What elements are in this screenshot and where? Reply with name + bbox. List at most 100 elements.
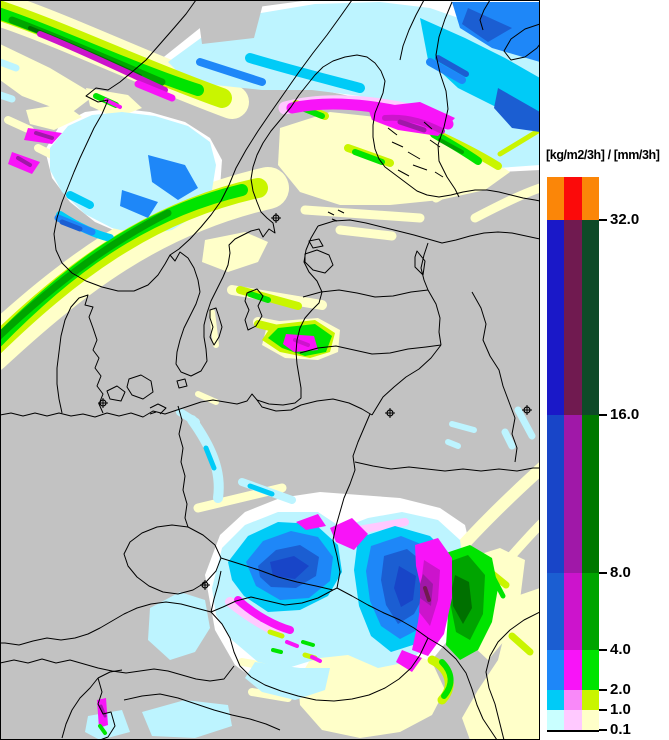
border-white-sea-coast: [479, 0, 540, 61]
precip-region-nsweden-blue-streaks: [196, 58, 466, 86]
border-estonia-baltic-german-coast: [0, 219, 540, 418]
legend-color-cell: [564, 573, 582, 650]
legend-color-cell: [547, 690, 565, 710]
legend-tick-label: 0.1: [610, 721, 631, 738]
border-latvia-russia-border: [427, 289, 442, 346]
border-aland-islands: [327, 209, 345, 222]
border-estonia-latvia-border: [302, 289, 429, 298]
precipitation-map: [0, 0, 540, 740]
legend-color-cell: [564, 690, 582, 710]
precip-region-oland-yellow: [209, 309, 219, 348]
precip-region-estonia-yellowgreen: [497, 128, 540, 157]
precip-region-ssystem-mid-magenta: [296, 514, 368, 550]
precip-region-hungary-magenta-specks: [260, 618, 322, 663]
border-hungary-south-border: [210, 611, 429, 702]
precip-region-trondheim-magenta-dash: [104, 98, 122, 109]
legend-color-cell: [547, 710, 565, 730]
precip-region-belarus-cyan: [445, 421, 477, 449]
legend-color-cell: [547, 573, 565, 650]
border-denmark-funen: [106, 385, 126, 402]
border-sweden-finland-border: [399, 0, 425, 61]
legend-row-5: [547, 690, 599, 710]
precip-region-right-south-yellow: [462, 588, 540, 740]
border-saaremaa: [304, 238, 334, 274]
precip-region-leftlobe-pink: [225, 597, 283, 637]
border-sweden-finland-coast: [175, 54, 540, 377]
border-norway-sweden-border: [169, 0, 353, 256]
legend-color-cell: [564, 220, 582, 415]
city-marker-east-cross: [522, 405, 532, 415]
precip-region-norway-dkblue-dash: [59, 219, 83, 232]
precip-region-poland-cyan-streak: [187, 415, 224, 503]
precip-region-rightlobe-pink: [354, 518, 409, 534]
legend-color-cell: [547, 650, 565, 690]
border-ukraine-hungary-romania-border: [336, 587, 498, 740]
border-romania-borders: [485, 611, 540, 740]
legend-tick-label: 4.0: [610, 641, 631, 658]
city-marker-minsk-cross: [385, 408, 395, 418]
border-oland: [209, 307, 223, 346]
city-marker-stockholm-cross: [271, 213, 281, 223]
precip-region-finland-magenta-core: [382, 114, 445, 134]
legend-color-cell: [581, 177, 599, 220]
border-belarus-russia-border: [471, 291, 518, 463]
legend-tick: [599, 709, 607, 711]
border-lithuania-belarus-border: [371, 344, 442, 416]
border-rugen-coast: [149, 403, 167, 415]
legend-color-cell: [547, 415, 565, 573]
precip-region-hungary-green-dashes: [271, 640, 315, 654]
border-denmark-jutland: [56, 294, 104, 414]
border-poland-east-border: [332, 413, 371, 541]
legend-tick: [599, 219, 607, 221]
precip-region-poland-coast-yellow: [195, 391, 219, 405]
legend-color-cell: [581, 415, 599, 573]
legend-tick: [599, 414, 607, 416]
border-czech-border: [123, 524, 222, 595]
border-alps-borders: [0, 658, 235, 682]
precip-region-right-edge-cyan: [501, 406, 536, 450]
legend-color-cell: [564, 710, 582, 730]
legend-color-cell: [564, 650, 582, 690]
legend-color-cell: [564, 415, 582, 573]
legend-tick: [599, 689, 607, 691]
precip-region-hungary-cyan-dashes: [251, 624, 311, 657]
precip-region-topright-dkblue: [462, 8, 540, 132]
precip-region-top-gray-hole: [196, 0, 264, 44]
precip-region-ssystem-palecyan-s: [245, 662, 330, 700]
precip-region-ssystem-purple-core: [423, 586, 431, 602]
border-lake-peipus: [414, 242, 429, 291]
legend-color-cell: [547, 220, 565, 415]
precip-region-istria-purple-dash: [99, 704, 107, 718]
precip-region-topright-dkblue-dash: [435, 55, 469, 77]
border-latvia-lithuania-border: [299, 344, 442, 355]
border-germany-poland-border: [177, 405, 189, 528]
legend-tick-label: 8.0: [610, 564, 631, 581]
border-norway-coast: [53, 0, 201, 293]
precip-region-poland-cyan2-dashes: [203, 445, 275, 497]
precip-region-baltic-green-dash: [247, 291, 271, 303]
legend-row-2: [547, 415, 599, 573]
precip-region-rightedge-green: [490, 574, 506, 599]
border-finland-russia-border: [435, 1, 460, 198]
legend-color-cell: [547, 177, 565, 220]
precip-region-norway-coast-magenta: [8, 128, 62, 174]
city-marker-vienna-cross: [200, 580, 210, 590]
precip-region-finland-purple-dash: [397, 119, 427, 133]
legend-tick: [599, 572, 607, 574]
legend-color-cell: [581, 690, 599, 710]
legend-tick: [599, 649, 607, 651]
precip-region-nw-band-magenta: [37, 31, 168, 93]
border-poland-slovakia-border: [220, 539, 341, 591]
legend-color-cell: [581, 573, 599, 650]
border-slovenia-croatia-border: [123, 693, 281, 731]
precip-region-gulf-yellow-streaks: [300, 205, 425, 241]
precip-region-topright-cyan2: [420, 18, 540, 120]
border-finnish-lakes: [387, 121, 444, 178]
precip-region-finland-dkgreen-dash: [438, 138, 464, 154]
legend-color-cell: [564, 177, 582, 220]
precip-region-istria-green-dash: [98, 724, 107, 735]
precip-region-ssystem-vdkgreen: [452, 575, 472, 624]
legend-tick-label: 1.0: [610, 701, 631, 718]
legend-row-3: [547, 573, 599, 650]
precip-region-ssystem-navy-left: [270, 556, 309, 579]
